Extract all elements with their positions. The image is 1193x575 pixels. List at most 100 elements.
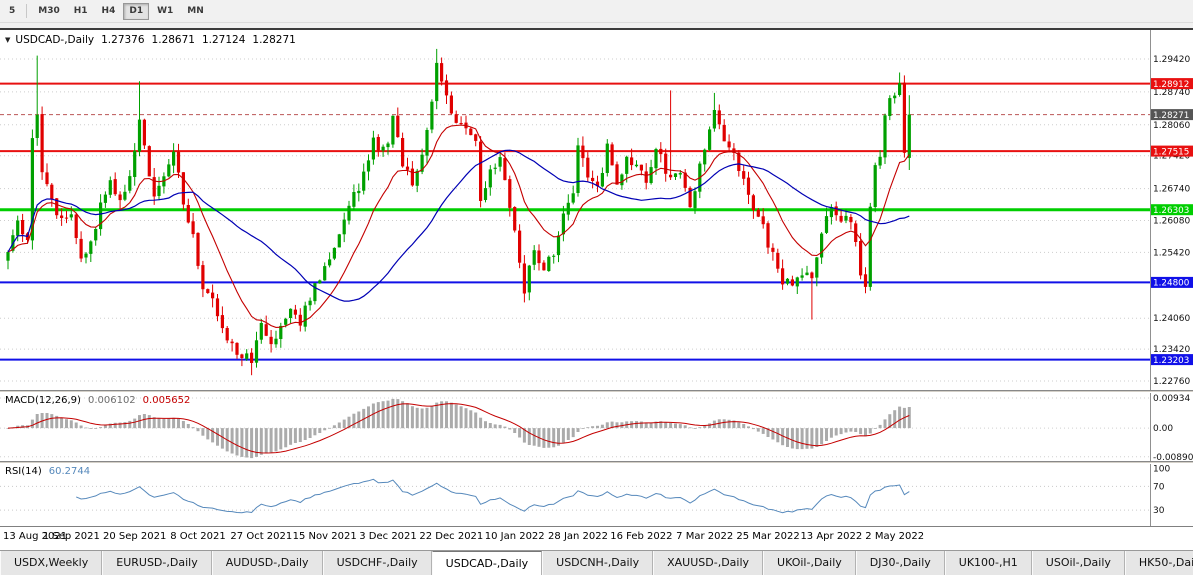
timeframe-button-5[interactable]: 5	[3, 3, 21, 20]
tab-usdcnh-daily[interactable]: USDCNH-,Daily	[542, 551, 654, 575]
collapse-arrow-icon[interactable]: ▼	[5, 36, 11, 44]
date-label: 3 Dec 2021	[359, 531, 417, 542]
timeframe-button-m30[interactable]: M30	[32, 3, 65, 20]
svg-text:1.24800: 1.24800	[1153, 279, 1190, 289]
svg-text:1.25420: 1.25420	[1153, 248, 1190, 258]
pane-separator[interactable]	[0, 461, 1193, 464]
date-label: 7 Mar 2022	[676, 531, 734, 542]
svg-text:-0.00890: -0.00890	[1153, 453, 1193, 461]
svg-text:1.28912: 1.28912	[1153, 80, 1189, 90]
svg-text:1.27420: 1.27420	[1153, 152, 1190, 162]
ohlc-high: 1.28671	[151, 34, 195, 46]
tab-dj30-daily[interactable]: DJ30-,Daily	[855, 551, 945, 575]
svg-text:1.26740: 1.26740	[1153, 185, 1190, 195]
rsi-chart-canvas[interactable]: 100 70 30	[0, 464, 1193, 526]
svg-text:100: 100	[1153, 465, 1170, 475]
tab-usoil-daily[interactable]: USOil-,Daily	[1031, 551, 1125, 575]
tab-xauusd-daily[interactable]: XAUUSD-,Daily	[653, 551, 764, 575]
price-level-badge	[1151, 276, 1193, 288]
date-label: 13 Aug 2021	[3, 531, 68, 542]
svg-text:0.00: 0.00	[1153, 424, 1173, 434]
date-label: 10 Jan 2022	[484, 531, 545, 542]
rsi-label: RSI(14)	[5, 466, 42, 477]
tab-usdx-weekly[interactable]: USDX,Weekly	[0, 551, 103, 575]
svg-text:1.28271: 1.28271	[1153, 111, 1189, 121]
date-label: 15 Nov 2021	[292, 531, 357, 542]
timeframe-button-mn[interactable]: MN	[181, 3, 210, 20]
rsi-value: 60.2744	[48, 466, 91, 477]
macd-label: MACD(12,26,9)	[5, 395, 81, 406]
tab-usdcad-daily[interactable]: USDCAD-,Daily	[431, 551, 543, 575]
date-label: 22 Dec 2021	[419, 531, 484, 542]
svg-text:1.26080: 1.26080	[1153, 216, 1190, 226]
price-level-badge	[1151, 109, 1193, 121]
timeframe-button-row: 5 M30 H1 H4 D1 W1 MN	[0, 0, 1193, 23]
ohlc-open: 1.27376	[101, 34, 145, 46]
chart-window: 1.29420 1.28740 1.28060 1.27420 1.26740 1.260…	[0, 28, 1193, 550]
rsi-axis[interactable]: 100 70 30	[1153, 465, 1170, 516]
toolbar-separator	[26, 4, 28, 18]
rsi-line	[76, 478, 910, 514]
macd-chart-canvas[interactable]: 0.00934 0.00 -0.00890	[0, 393, 1193, 461]
date-label: 25 Mar 2022	[736, 531, 800, 542]
date-label: 20 Sep 2021	[102, 531, 167, 542]
svg-text:1.28060: 1.28060	[1153, 121, 1190, 131]
svg-text:1.28740: 1.28740	[1153, 88, 1190, 98]
timeframe-button-d1[interactable]: D1	[123, 2, 150, 20]
svg-text:1.23420: 1.23420	[1153, 345, 1190, 355]
macd-histogram	[6, 398, 911, 459]
timeframe-button-w1[interactable]: W1	[151, 3, 179, 20]
price-axis[interactable]: 1.29420 1.28740 1.28060 1.27420 1.26740 1.260…	[1151, 55, 1193, 387]
timeframe-button-h1[interactable]: H1	[68, 3, 94, 20]
chart-title: USDCAD-,Daily	[15, 34, 95, 46]
macd-header: MACD(12,26,9) 0.006102 0.005652	[5, 395, 190, 406]
date-label: 1 Sep 2021	[42, 531, 100, 542]
date-label: 2 May 2022	[865, 531, 925, 542]
date-label: 28 Jan 2022	[548, 531, 608, 542]
tab-uk100-h1[interactable]: UK100-,H1	[944, 551, 1032, 575]
svg-text:30: 30	[1153, 506, 1165, 516]
chart-header: ▼ USDCAD-,Daily 1.27376 1.28671 1.27124 …	[5, 34, 296, 46]
tab-hk50-daily[interactable]: HK50-,Daily	[1124, 551, 1193, 575]
svg-text:1.29420: 1.29420	[1153, 55, 1190, 65]
macd-value-signal: 0.005652	[142, 395, 191, 406]
date-label: 27 Oct 2021	[230, 531, 293, 542]
ohlc-close: 1.28271	[252, 34, 296, 46]
price-level-badge	[1151, 78, 1193, 90]
date-label: 13 Apr 2022	[800, 531, 863, 542]
svg-text:1.24060: 1.24060	[1153, 314, 1190, 324]
candles-layer[interactable]	[6, 48, 911, 376]
price-level-badge	[1151, 354, 1193, 366]
svg-text:0.00934: 0.00934	[1153, 394, 1190, 404]
price-chart-canvas[interactable]: 1.29420 1.28740 1.28060 1.27420 1.26740 1.260…	[0, 30, 1193, 390]
macd-value-main: 0.006102	[87, 395, 136, 406]
price-level-badge	[1151, 204, 1193, 216]
horizontal-level-lines[interactable]	[0, 82, 1150, 361]
svg-text:1.27515: 1.27515	[1153, 147, 1189, 157]
svg-text:1.22760: 1.22760	[1153, 377, 1190, 387]
svg-text:70: 70	[1153, 482, 1165, 492]
date-label: 16 Feb 2022	[610, 531, 673, 542]
macd-signal-line	[7, 403, 910, 454]
svg-text:1.26303: 1.26303	[1153, 206, 1189, 216]
ma-fast-line	[7, 124, 910, 328]
timeframe-button-h4[interactable]: H4	[96, 3, 122, 20]
tab-ukoil-daily[interactable]: UKOil-,Daily	[763, 551, 856, 575]
rsi-pane: 100 70 30 RSI(14) 60.2744	[0, 464, 1193, 526]
date-axis[interactable]: 13 Aug 2021 1 Sep 2021 20 Sep 2021 8 Oct 20…	[0, 526, 1193, 550]
timeframe-toolbar: 5 M30 H1 H4 D1 W1 MN	[0, 0, 1193, 28]
tab-eurusd-daily[interactable]: EURUSD-,Daily	[102, 551, 212, 575]
chart-tab-bar: USDX,Weekly EURUSD-,Daily AUDUSD-,Daily USD…	[0, 550, 1193, 575]
price-pane: 1.29420 1.28740 1.28060 1.27420 1.26740 1.260…	[0, 30, 1193, 390]
ohlc-low: 1.27124	[201, 34, 246, 46]
price-level-badge	[1151, 145, 1193, 157]
macd-pane: 0.00934 0.00 -0.00890 MACD(12,26,9) 0.0061…	[0, 393, 1193, 461]
tab-audusd-daily[interactable]: AUDUSD-,Daily	[211, 551, 323, 575]
ma-slow-line	[7, 149, 910, 302]
tab-usdchf-daily[interactable]: USDCHF-,Daily	[322, 551, 432, 575]
macd-axis[interactable]: 0.00934 0.00 -0.00890	[1153, 394, 1193, 461]
pane-separator[interactable]	[0, 390, 1193, 393]
rsi-header: RSI(14) 60.2744	[5, 466, 90, 477]
date-label: 8 Oct 2021	[170, 531, 226, 542]
